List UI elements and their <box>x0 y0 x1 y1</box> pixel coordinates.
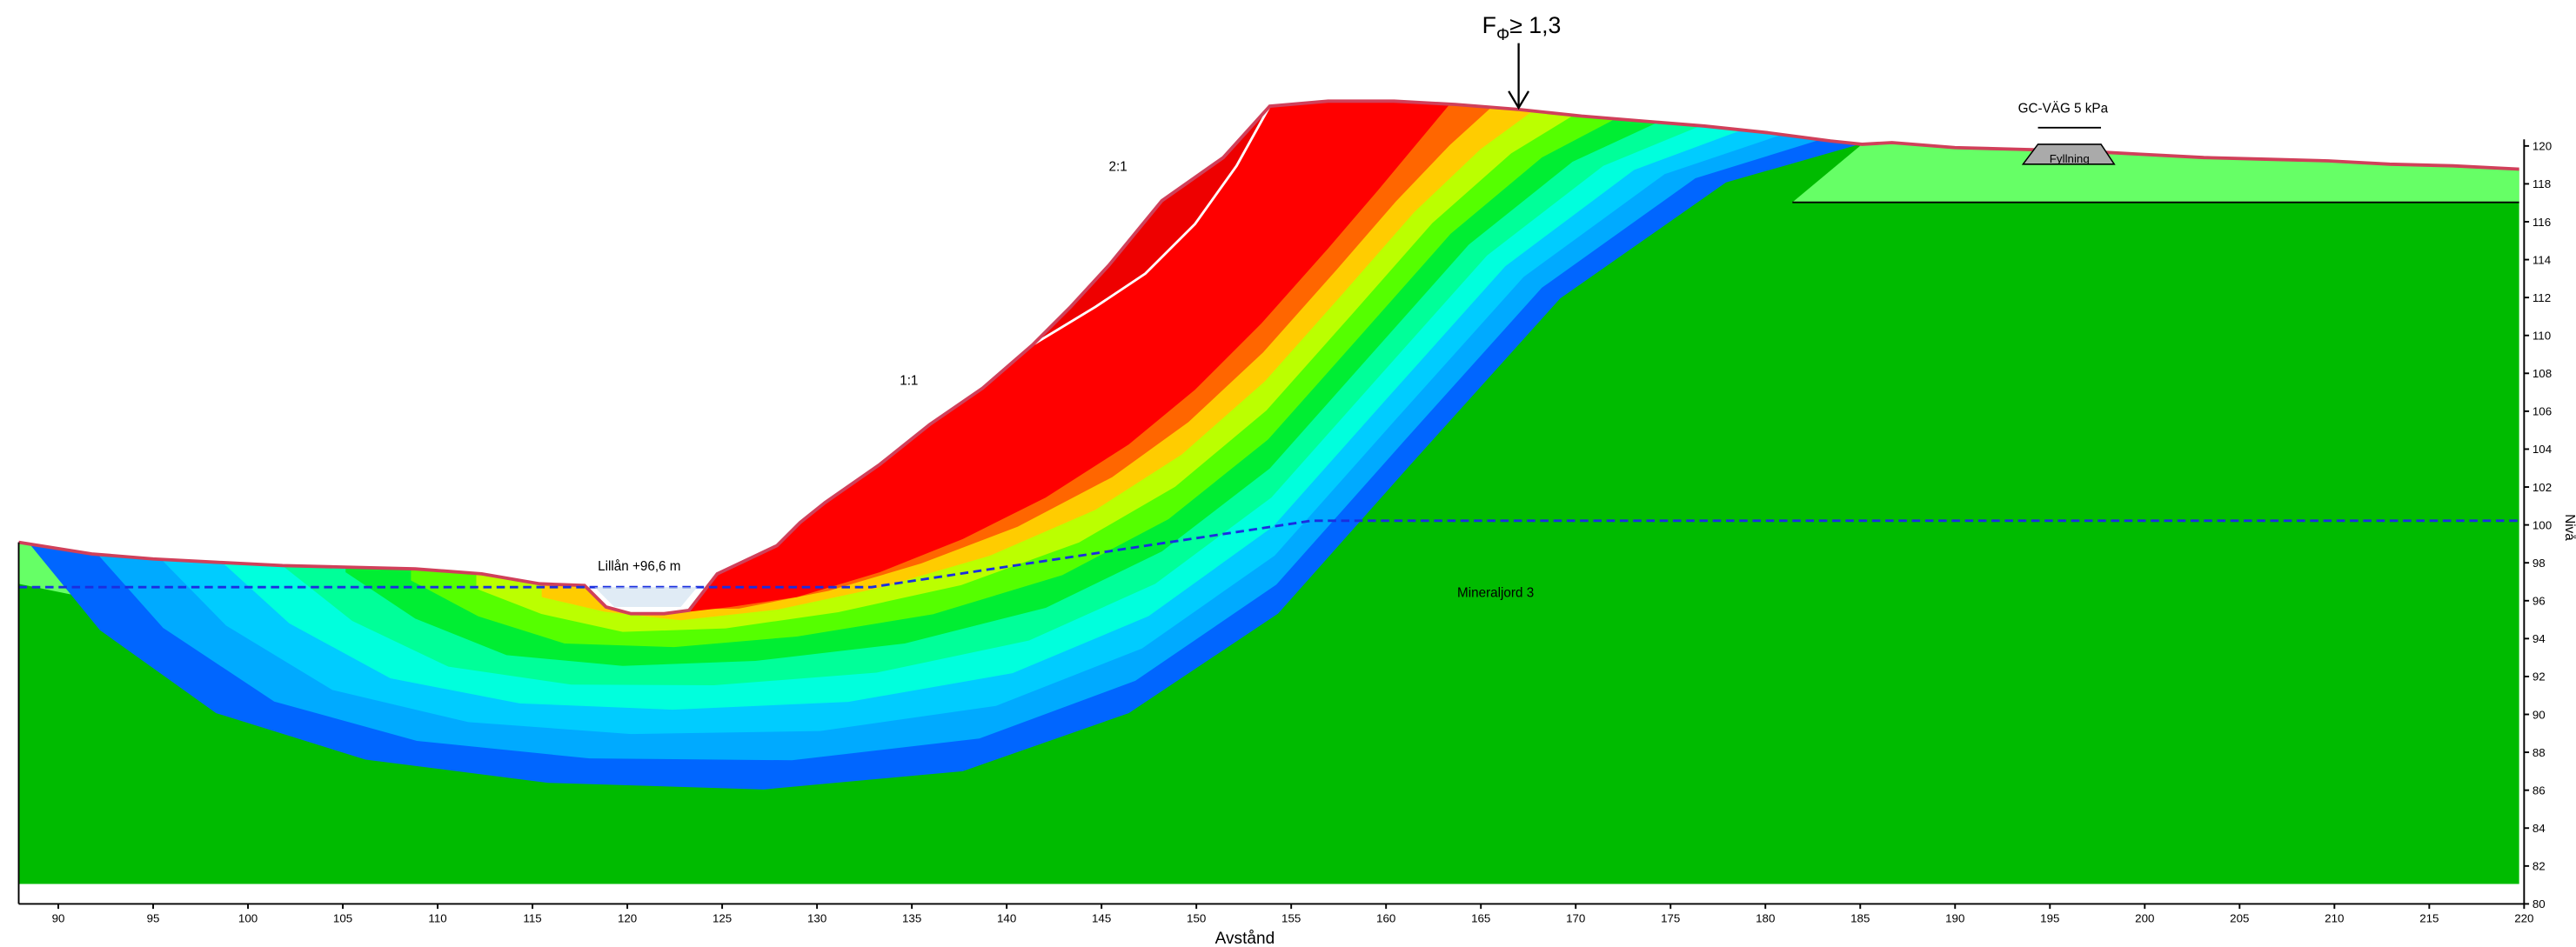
x-tick-label: 160 <box>1376 911 1395 924</box>
y-tick-label: 116 <box>2533 216 2551 229</box>
x-tick-label: 135 <box>902 911 921 924</box>
x-tick-label: 220 <box>2514 911 2533 924</box>
water-label: Lillån +96,6 m <box>598 559 680 574</box>
x-tick-label: 100 <box>238 911 258 924</box>
x-tick-label: 165 <box>1471 911 1490 924</box>
y-tick-label: 92 <box>2533 670 2546 684</box>
y-tick-label: 98 <box>2533 557 2546 570</box>
upper-layer <box>1792 143 2519 203</box>
x-tick-label: 210 <box>2325 911 2344 924</box>
y-tick-label: 110 <box>2533 329 2551 342</box>
y-tick-label: 100 <box>2533 518 2552 531</box>
y-tick-label: 104 <box>2533 443 2553 456</box>
slip-surface <box>1032 105 1271 346</box>
subscript: Φ <box>1496 26 1509 44</box>
fill-embankment <box>2021 143 2116 165</box>
x-tick-label: 120 <box>618 911 637 924</box>
water-body <box>594 587 698 608</box>
arrow-head <box>1508 90 1530 110</box>
x-tick-label: 125 <box>713 911 732 924</box>
x-tick-label: 150 <box>1187 911 1206 924</box>
y-tick-label: 88 <box>2533 746 2546 759</box>
x-tick-label: 145 <box>1092 911 1111 924</box>
y-tick-label: 94 <box>2533 632 2546 645</box>
y-tick-label: 106 <box>2533 405 2552 418</box>
x-tick-label: 155 <box>1281 911 1301 924</box>
safety-factor: FΦ≥ 1,3 <box>1482 12 1562 44</box>
x-tick-label: 170 <box>1566 911 1585 924</box>
y-tick-label: 114 <box>2533 253 2552 266</box>
y-tick-label: 112 <box>2533 291 2551 304</box>
y-tick-label: 108 <box>2533 367 2552 380</box>
water-table <box>18 519 2519 589</box>
ground-surface <box>18 99 2519 616</box>
y-axis-label: Nivå <box>2562 514 2576 541</box>
fill-label: Fyllning <box>2050 152 2090 165</box>
symbol: F <box>1482 12 1496 38</box>
x-axis-label: Avstånd <box>1215 930 1275 947</box>
x-tick-label: 200 <box>2135 911 2154 924</box>
y-tick-label: 84 <box>2533 822 2546 835</box>
y-tick-label: 102 <box>2533 481 2552 494</box>
y-tick-label: 120 <box>2533 140 2552 153</box>
slope-label: 1:1 <box>900 373 918 388</box>
x-tick-label: 185 <box>1850 911 1870 924</box>
x-tick-label: 115 <box>523 911 541 924</box>
soil-label: Mineraljord 3 <box>1457 586 1534 601</box>
axes: 90 95 100 105 110 115 120 125 130 135 140 145 150 155… <box>17 139 2553 924</box>
x-tick-label: 180 <box>1756 911 1775 924</box>
x-tick-label: 205 <box>2230 911 2249 924</box>
x-tick-label: 110 <box>428 911 446 924</box>
slope-label: 2:1 <box>1109 159 1127 174</box>
y-tick-label: 90 <box>2533 708 2546 721</box>
y-tick-label: 80 <box>2533 897 2546 910</box>
x-tick-label: 130 <box>807 911 826 924</box>
y-tick-label: 96 <box>2533 595 2546 608</box>
x-tick-label: 140 <box>997 911 1016 924</box>
y-tick-label: 86 <box>2533 784 2546 797</box>
x-tick-label: 190 <box>1945 911 1964 924</box>
y-tick-label: 82 <box>2533 860 2546 873</box>
x-tick-label: 215 <box>2419 911 2439 924</box>
load-label: GC-VÄG 5 kPa <box>2018 102 2109 117</box>
x-tick-label: 95 <box>147 911 160 924</box>
x-tick-label: 175 <box>1661 911 1680 924</box>
y-tick-label: 118 <box>2533 177 2551 190</box>
condition: ≥ 1,3 <box>1509 12 1561 38</box>
x-tick-label: 195 <box>2040 911 2059 924</box>
x-tick-label: 105 <box>333 911 352 924</box>
x-tick-label: 90 <box>52 911 65 924</box>
